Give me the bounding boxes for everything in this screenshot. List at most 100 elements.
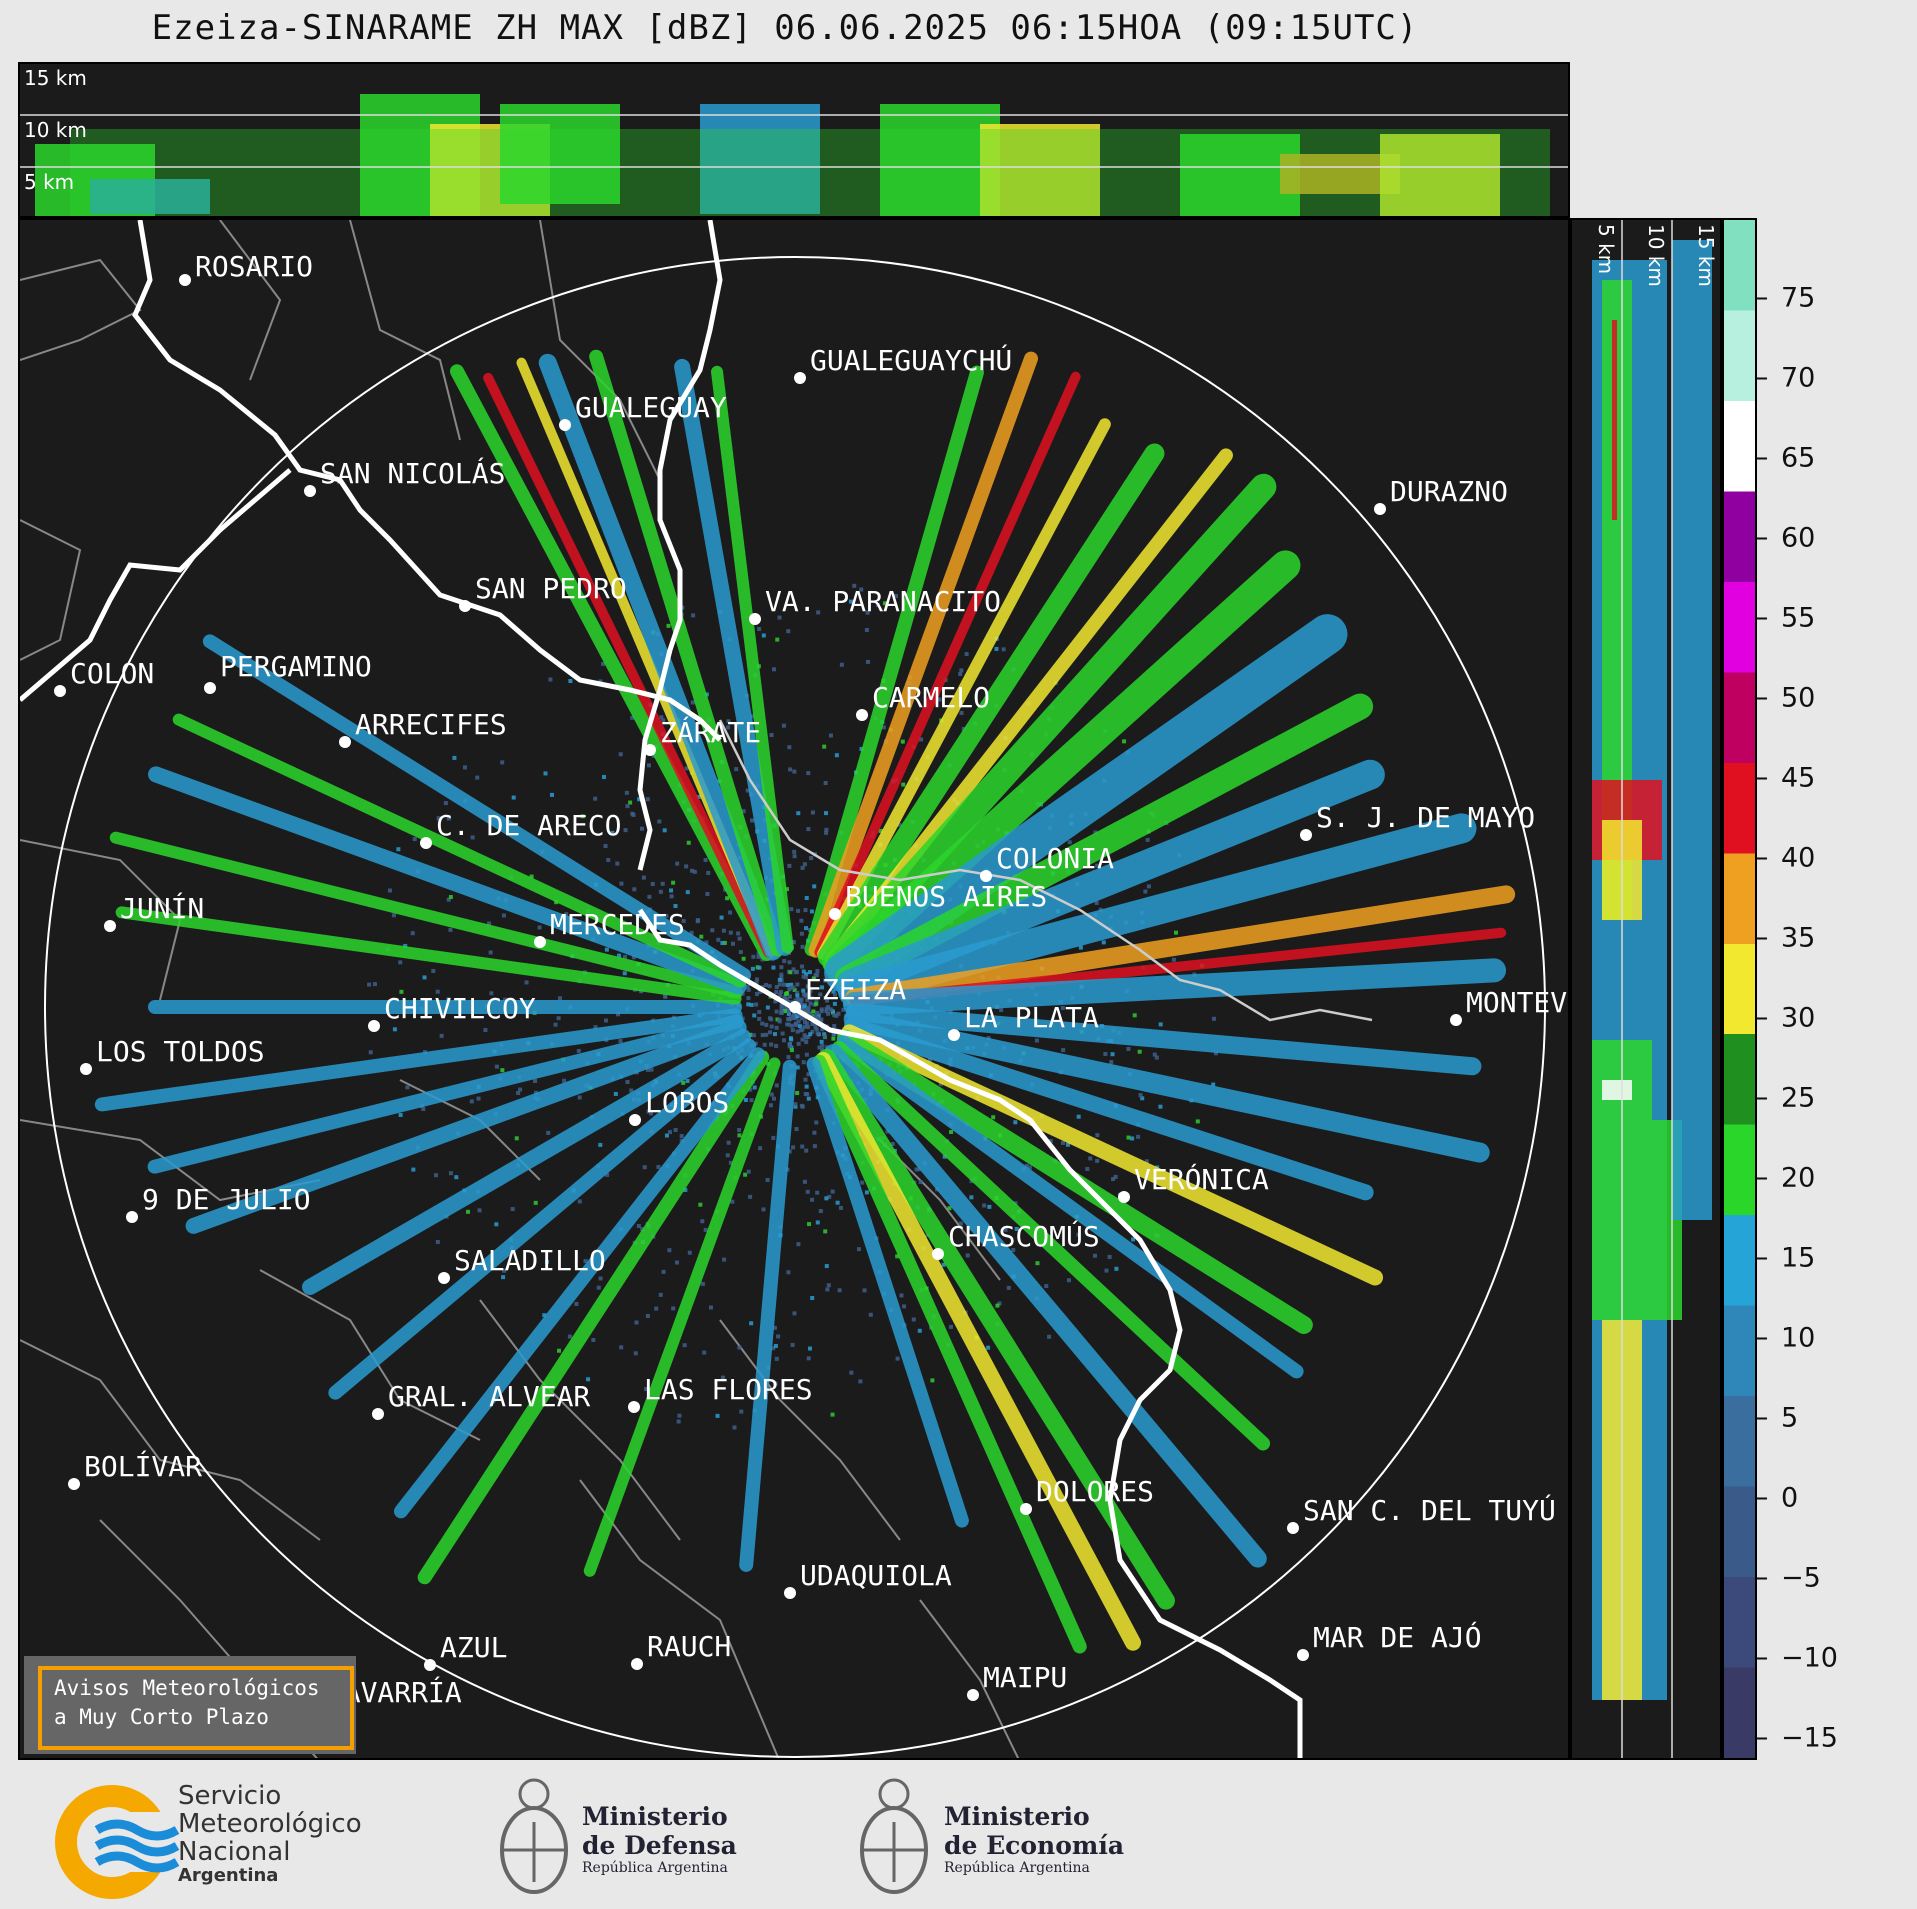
warnings-line-2: a Muy Corto Plazo [54,1705,269,1729]
echo-ray [844,1017,1374,1201]
echo-ray [822,473,1277,976]
city-label: LAS FLORES [644,1373,813,1406]
footer-logos: Servicio Meteorológico Nacional Argentin… [0,1762,1917,1909]
warnings-button[interactable]: Avisos Meteorológicos a Muy Corto Plazo [24,1656,356,1754]
smn-logo-icon [55,1785,182,1899]
city-label: ZÁRATE [660,715,761,749]
city-marker: ARRECIFES [339,708,507,748]
city-marker: LOBOS [629,1086,729,1126]
echo-ray [824,614,1348,993]
dbz-colorbar [1722,218,1757,1760]
argentina-coat-of-arms-icon [500,1778,568,1894]
city-marker: EZEIZA [789,973,906,1013]
echo-ray [837,813,1477,1007]
city-label: CHIVILCOY [384,992,536,1025]
echo-ray [115,906,742,1005]
side-cross-section: 5 km 10 km 15 km [1570,218,1722,1760]
city-label: MAR DE AJÓ [1313,1620,1482,1654]
colorbar-tick: 35 [1757,923,1815,954]
colorbar-tick: 15 [1757,1243,1815,1274]
city-marker: 9 DE JULIO [126,1183,311,1223]
colorbar-tick: −10 [1757,1643,1838,1674]
economia-line-3: República Argentina [944,1860,1090,1876]
colorbar-tick: 20 [1757,1163,1815,1194]
colorbar-tick: 45 [1757,763,1815,794]
echo-ray [817,418,1111,961]
city-marker: GUALEGUAY [559,391,727,431]
city-label: JUNÍN [120,891,204,925]
city-marker: C. DE ARECO [420,809,621,849]
radar-range-ring [44,256,1546,1758]
smn-line-1: Servicio [178,1781,282,1811]
city-label: GUALEGUAYCHÚ [810,343,1012,377]
echo-ray [674,358,793,956]
echo-ray [739,1059,797,1572]
top-echo-profile [35,94,1550,216]
colorbar-tick: 50 [1757,683,1815,714]
colorbar-tick: 65 [1757,443,1815,474]
echo-ray [148,766,747,995]
city-label: 9 DE JULIO [142,1183,311,1216]
city-marker: GRAL. ALVEAR [372,1380,590,1420]
city-label: CARMELO [872,681,990,714]
city-label: VA. PARANACITO [765,585,1001,618]
city-label: BUENOS AIRES [845,880,1047,913]
city-label: VERÓNICA [1134,1162,1269,1196]
map-title: Ezeiza-SINARAME ZH MAX [dBZ] 06.06.2025 … [151,8,1419,48]
city-marker: GUALEGUAYCHÚ [794,343,1012,384]
colorbar-tick: −5 [1757,1563,1821,1594]
city-label: COLON [70,657,154,690]
city-label: ARRECIFES [355,708,507,741]
city-label: SALADILLO [454,1244,606,1277]
side-echo-profile [1592,240,1712,1700]
top-cross-section: 15 km 10 km 5 km [18,62,1570,218]
colorbar-tick: 10 [1757,1323,1815,1354]
side-km-label-10: 10 km [1644,224,1668,287]
city-marker: VERÓNICA [1118,1162,1269,1203]
city-marker: MONTEVIDEO [1450,986,1570,1026]
top-km-label-5: 5 km [24,170,75,194]
city-label: MAIPU [983,1661,1067,1694]
city-marker: UDAQUIOLA [784,1559,952,1599]
echo-ray [172,713,747,988]
city-label: DOLORES [1036,1475,1154,1508]
economia-line-1: Ministerio [944,1802,1090,1831]
city-label: S. J. DE MAYO [1316,801,1535,834]
colorbar-tick: 25 [1757,1083,1815,1114]
city-marker: SAN PEDRO [459,572,627,612]
city-marker: JUNÍN [104,891,204,932]
echo-ray [483,372,774,959]
city-label: LOS TOLDOS [96,1035,265,1068]
colorbar-ticks: 75 70 65 60 55 50 45 40 35 30 25 20 15 10 5 0 −5 −10 −15 [1757,218,1897,1760]
colorbar-tick: 40 [1757,843,1815,874]
city-marker: SAN NICOLÁS [304,456,505,497]
city-marker: CHIVILCOY [368,992,536,1032]
city-label: EZEIZA [805,973,906,1006]
smn-line-3: Nacional [178,1837,291,1867]
city-label: SAN NICOLÁS [320,456,505,490]
economia-line-2: de Economía [944,1831,1125,1860]
city-marker: MAIPU [967,1661,1067,1701]
echo-ray [808,351,1038,958]
river-boundaries [20,220,1303,1758]
admin-boundaries [20,220,1020,1758]
echo-ray [583,1057,781,1577]
colorbar-tick: 70 [1757,363,1815,394]
radar-echoes [94,349,1516,1654]
echo-ray [538,353,783,960]
city-label: RAUCH [647,1630,731,1663]
city-label: CHASCOMÚS [948,1219,1100,1253]
side-km-label-15: 15 km [1694,224,1718,287]
argentina-coat-of-arms-icon [860,1778,928,1894]
echo-ray [814,371,1081,958]
warnings-line-1: Avisos Meteorológicos [54,1676,320,1700]
city-label: C. DE ARECO [436,809,621,842]
city-label: MONTEVIDEO [1466,986,1570,1019]
city-label: UDAQUIOLA [800,1559,952,1592]
echo-ray [812,1054,1087,1654]
city-marker: BOLÍVAR [68,1449,202,1490]
city-label: DURAZNO [1390,475,1508,508]
colorbar-tick: 60 [1757,523,1815,554]
city-marker: DOLORES [1020,1475,1154,1515]
echo-ray [147,1014,744,1174]
